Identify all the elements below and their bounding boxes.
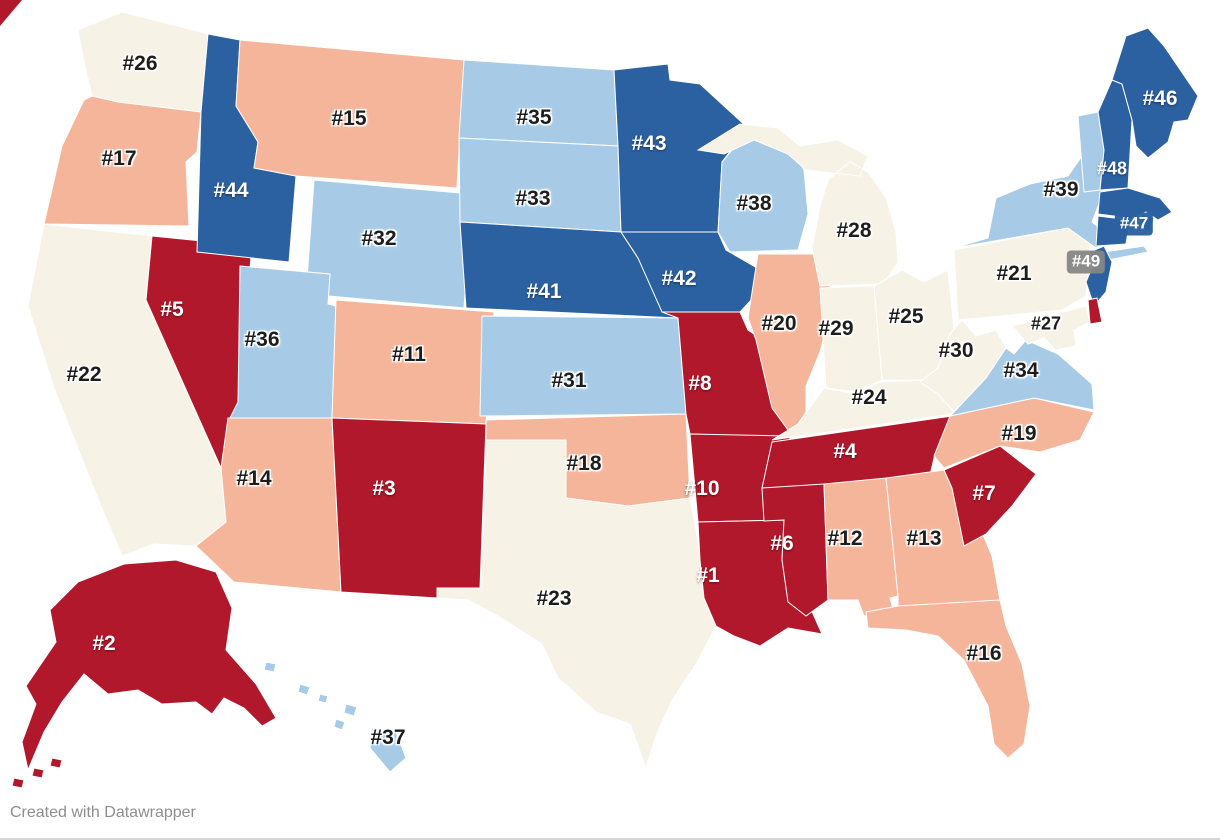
state-MD[interactable] [1011, 305, 1091, 351]
state-UT[interactable] [229, 265, 337, 419]
state-ND[interactable] [458, 59, 619, 147]
bottom-divider [0, 838, 1220, 840]
datawrapper-credit: Created with Datawrapper [10, 804, 196, 821]
state-DE[interactable] [1087, 297, 1103, 325]
state-VA[interactable] [948, 339, 1095, 417]
state-CT[interactable] [1095, 215, 1131, 247]
state-MT[interactable] [235, 39, 465, 189]
state-CO[interactable] [331, 299, 495, 425]
state-TX[interactable] [436, 439, 717, 770]
state-HI[interactable] [263, 661, 407, 773]
state-NJ[interactable] [1085, 245, 1113, 307]
state-RI[interactable] [1139, 213, 1155, 233]
state-MA[interactable] [1097, 187, 1173, 221]
state-AL[interactable] [823, 477, 899, 617]
state-KS[interactable] [479, 315, 687, 417]
state-FL[interactable] [865, 599, 1031, 759]
state-WV[interactable] [919, 319, 1007, 413]
state-SD[interactable] [458, 137, 622, 233]
map-container: #26 #17 #22 #5 #44 #15 #32 #36 #11 #14 #3 #35 #33 #41… [11, 11, 1199, 789]
state-WY[interactable] [305, 179, 473, 309]
corner-ribbon [0, 0, 22, 26]
state-TN[interactable] [761, 415, 953, 489]
state-AK[interactable] [11, 559, 277, 789]
state-MI[interactable] [696, 123, 899, 287]
footer: Created with Datawrapper [10, 804, 196, 822]
state-IN[interactable] [819, 285, 883, 393]
us-choropleth-map [11, 11, 1199, 789]
state-ME[interactable] [1111, 27, 1199, 159]
state-SC[interactable] [943, 445, 1037, 547]
state-OR[interactable] [43, 95, 202, 227]
state-NM[interactable] [331, 417, 487, 599]
